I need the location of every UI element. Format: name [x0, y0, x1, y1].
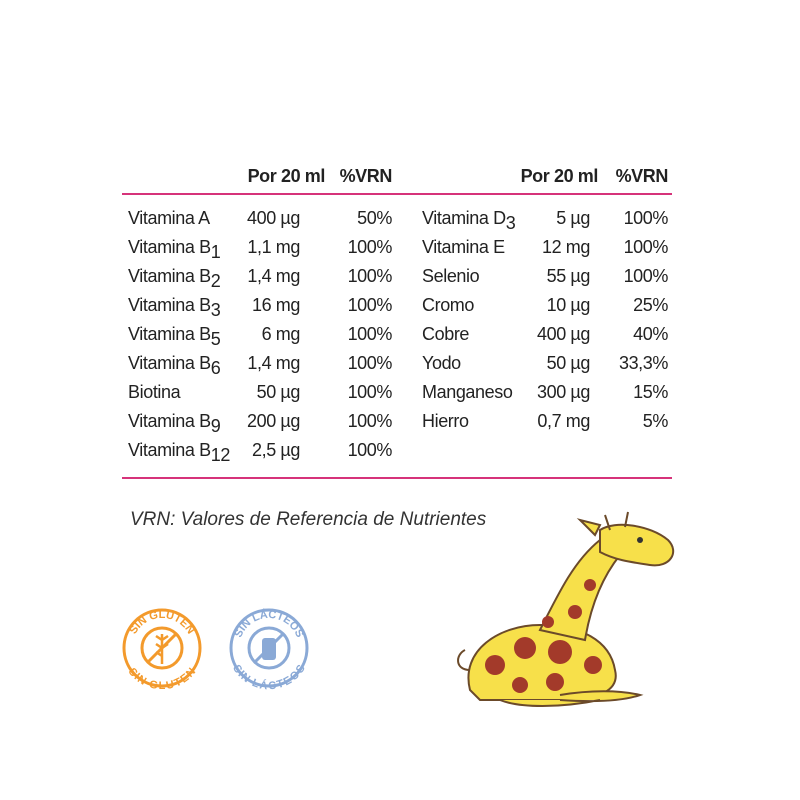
nutrient-name-text: Vitamina E [422, 237, 505, 257]
nutrient-name: Selenio [422, 266, 480, 286]
vrn: 100% [624, 208, 669, 228]
nutrient-subscript: 12 [211, 445, 231, 465]
amount: 50 µg [257, 382, 300, 402]
amount: 1,4 mg [247, 353, 300, 373]
amount: 200 µg [247, 411, 300, 431]
vrn: 100% [348, 353, 393, 373]
table-rows: Vitamina A 400 µg 50%Vitamina B1 1,1 mg 100%… [128, 208, 669, 465]
nutrient-name: Vitamina B3 [128, 295, 221, 320]
nutrient-name-text: Vitamina B [128, 411, 211, 431]
nutrient-name: Vitamina B5 [128, 324, 221, 349]
giraffe-ear [576, 518, 602, 537]
giraffe [457, 511, 675, 707]
vrn: 50% [357, 208, 392, 228]
nutrient-name-text: Manganeso [422, 382, 513, 402]
giraffe-legs [499, 690, 644, 707]
header-amount: Por 20 ml [248, 166, 325, 186]
nutrient-name-text: Vitamina D [422, 208, 506, 228]
nutrient-name-text: Vitamina B [128, 295, 211, 315]
nutrient-subscript: 2 [211, 271, 221, 291]
giraffe-tail [457, 649, 471, 671]
nutrient-name-text: Vitamina B [128, 440, 211, 460]
nutrient-name-text: Cobre [422, 324, 469, 344]
amount: 5 µg [556, 208, 590, 228]
amount: 16 mg [252, 295, 300, 315]
amount: 0,7 mg [537, 411, 590, 431]
nutrient-name: Cobre [422, 324, 469, 344]
nutrient-subscript: 3 [211, 300, 221, 320]
vrn: 100% [348, 382, 393, 402]
nutrient-name-text: Vitamina B [128, 237, 211, 257]
nutrient-name-text: Vitamina A [128, 208, 210, 228]
vrn: 15% [633, 382, 668, 402]
nutrient-name-text: Selenio [422, 266, 480, 286]
nutrient-name: Biotina [128, 382, 182, 402]
giraffe-horns [604, 511, 629, 531]
amount: 1,1 mg [247, 237, 300, 257]
vrn: 33,3% [619, 353, 668, 373]
vrn: 100% [348, 440, 393, 460]
vrn: 100% [624, 266, 669, 286]
amount: 400 µg [537, 324, 590, 344]
nutrient-name: Vitamina A [128, 208, 210, 228]
nutrient-name: Vitamina B12 [128, 440, 230, 465]
amount: 300 µg [537, 382, 590, 402]
badge-icon [247, 626, 291, 670]
nutrient-name-text: Vitamina B [128, 266, 211, 286]
badge-icon [253, 632, 285, 664]
amount: 6 mg [262, 324, 300, 344]
nutrient-name: Vitamina B9 [128, 411, 221, 436]
vrn: 100% [348, 295, 393, 315]
badge-icon [140, 626, 184, 670]
nutrient-name: Yodo [422, 353, 461, 373]
amount: 1,4 mg [247, 266, 300, 286]
nutrient-subscript: 1 [211, 242, 221, 262]
nutrient-name: Manganeso [422, 382, 513, 402]
header-amount: Por 20 ml [521, 166, 598, 186]
vrn: 5% [643, 411, 669, 431]
nutrient-subscript: 3 [506, 213, 516, 233]
nutrient-name: Vitamina B1 [128, 237, 221, 262]
vrn: 100% [348, 324, 393, 344]
nutrient-name: Vitamina B6 [128, 353, 221, 378]
nutrient-subscript: 5 [211, 329, 221, 349]
badge-ring [122, 608, 202, 688]
vrn: 40% [633, 324, 668, 344]
amount: 50 µg [547, 353, 590, 373]
nutrient-name-text: Vitamina B [128, 353, 211, 373]
amount: 400 µg [247, 208, 300, 228]
footnote: VRN: Valores de Referencia de Nutrientes [130, 509, 487, 530]
amount: 12 mg [542, 237, 590, 257]
nutrient-subscript: 6 [211, 358, 221, 378]
header-vrn: %VRN [340, 166, 392, 186]
nutrient-name: Cromo [422, 295, 474, 315]
amount: 55 µg [547, 266, 590, 286]
nutrient-name-text: Vitamina B [128, 324, 211, 344]
giraffe-spots [485, 579, 602, 693]
vrn: 25% [633, 295, 668, 315]
badge-icon [155, 634, 169, 664]
vrn: 100% [624, 237, 669, 257]
nutrient-name: Vitamina E [422, 237, 505, 257]
nutrient-name: Vitamina D3 [422, 208, 516, 233]
giraffe-eye [637, 537, 643, 543]
nutrient-name-text: Cromo [422, 295, 474, 315]
vrn: 100% [348, 266, 393, 286]
amount: 2,5 µg [252, 440, 300, 460]
giraffe-head [599, 523, 675, 567]
header-vrn: %VRN [616, 166, 668, 186]
nutrient-name-text: Biotina [128, 382, 182, 402]
nutrient-name-text: Yodo [422, 353, 461, 373]
nutrient-name: Hierro [422, 411, 469, 431]
nutrient-name-text: Hierro [422, 411, 469, 431]
vrn: 100% [348, 237, 393, 257]
vrn: 100% [348, 411, 393, 431]
badge-ring [229, 608, 309, 688]
amount: 10 µg [547, 295, 590, 315]
nutrient-name: Vitamina B2 [128, 266, 221, 291]
nutrient-subscript: 9 [211, 416, 221, 436]
